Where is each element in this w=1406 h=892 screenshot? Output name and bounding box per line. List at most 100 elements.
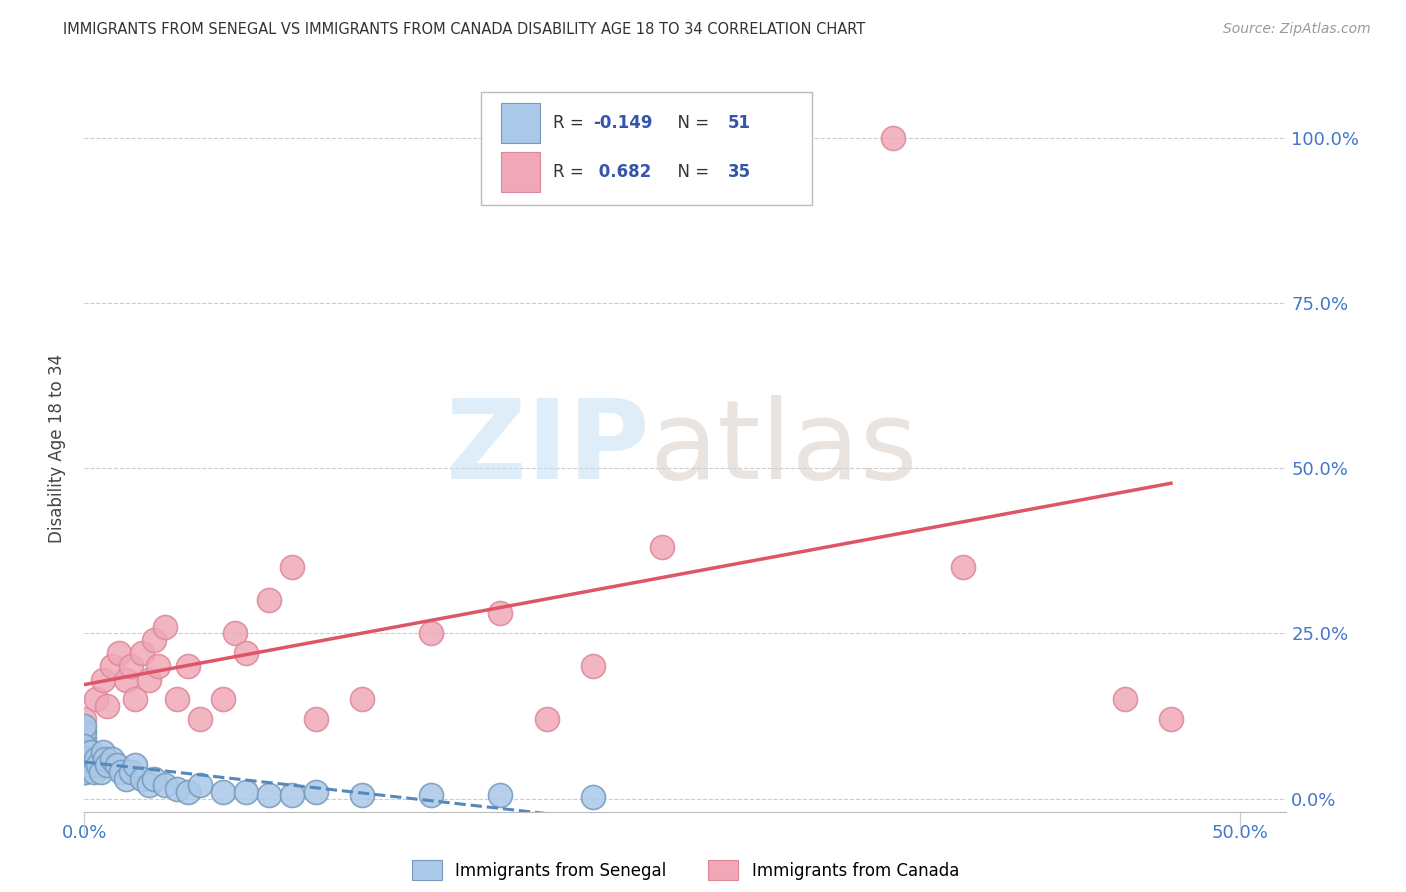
- Point: [96, 698, 118, 713]
- Point: [105, 758, 128, 772]
- Point: [188, 712, 211, 726]
- Point: [212, 692, 235, 706]
- Point: [101, 659, 124, 673]
- Text: -0.149: -0.149: [593, 114, 652, 132]
- Text: 35: 35: [727, 163, 751, 181]
- Point: [91, 745, 114, 759]
- Point: [304, 785, 326, 799]
- Point: [73, 725, 96, 739]
- Point: [155, 778, 177, 792]
- Point: [952, 560, 974, 574]
- Text: IMMIGRANTS FROM SENEGAL VS IMMIGRANTS FROM CANADA DISABILITY AGE 18 TO 34 CORREL: IMMIGRANTS FROM SENEGAL VS IMMIGRANTS FR…: [63, 22, 866, 37]
- Point: [882, 130, 904, 145]
- Point: [489, 788, 512, 802]
- Point: [96, 758, 118, 772]
- Point: [350, 692, 373, 706]
- Point: [131, 772, 153, 786]
- Point: [115, 673, 138, 687]
- Point: [73, 739, 96, 753]
- Point: [73, 752, 96, 766]
- FancyBboxPatch shape: [481, 92, 811, 204]
- Text: N =: N =: [668, 163, 714, 181]
- Point: [124, 692, 146, 706]
- Text: Source: ZipAtlas.com: Source: ZipAtlas.com: [1223, 22, 1371, 37]
- Point: [73, 765, 96, 780]
- Point: [766, 130, 789, 145]
- Point: [108, 646, 131, 660]
- Point: [94, 752, 117, 766]
- Text: 0.682: 0.682: [593, 163, 651, 181]
- Text: ZIP: ZIP: [446, 395, 650, 501]
- Point: [235, 785, 257, 799]
- Point: [73, 745, 96, 759]
- FancyBboxPatch shape: [502, 152, 540, 192]
- Point: [73, 739, 96, 753]
- Point: [304, 712, 326, 726]
- Point: [90, 765, 112, 780]
- Point: [138, 778, 160, 792]
- Point: [224, 626, 246, 640]
- Point: [281, 788, 304, 802]
- Point: [131, 646, 153, 660]
- Point: [1160, 712, 1182, 726]
- Point: [212, 785, 235, 799]
- Point: [536, 712, 558, 726]
- Point: [259, 788, 281, 802]
- Point: [87, 758, 110, 772]
- Point: [73, 758, 96, 772]
- Point: [148, 659, 170, 673]
- Point: [101, 752, 124, 766]
- Point: [73, 752, 96, 766]
- Point: [142, 632, 165, 647]
- Point: [83, 765, 105, 780]
- Point: [489, 607, 512, 621]
- Text: N =: N =: [668, 114, 714, 132]
- Point: [73, 758, 96, 772]
- Point: [177, 659, 200, 673]
- Point: [142, 772, 165, 786]
- Text: R =: R =: [553, 114, 589, 132]
- Point: [73, 765, 96, 780]
- Legend: Immigrants from Senegal, Immigrants from Canada: Immigrants from Senegal, Immigrants from…: [405, 854, 966, 887]
- Point: [166, 692, 188, 706]
- Point: [138, 673, 160, 687]
- Point: [73, 719, 96, 733]
- Point: [73, 752, 96, 766]
- Point: [235, 646, 257, 660]
- Point: [91, 673, 114, 687]
- Point: [259, 593, 281, 607]
- Text: atlas: atlas: [650, 395, 918, 501]
- Point: [155, 620, 177, 634]
- Point: [73, 758, 96, 772]
- Point: [120, 659, 142, 673]
- Point: [120, 765, 142, 780]
- Point: [77, 758, 100, 772]
- Point: [177, 785, 200, 799]
- Point: [124, 758, 146, 772]
- Point: [73, 752, 96, 766]
- Text: 51: 51: [727, 114, 751, 132]
- Point: [582, 659, 605, 673]
- FancyBboxPatch shape: [502, 103, 540, 144]
- Point: [115, 772, 138, 786]
- Point: [166, 781, 188, 796]
- Point: [84, 692, 107, 706]
- Point: [350, 788, 373, 802]
- Point: [73, 712, 96, 726]
- Point: [188, 778, 211, 792]
- Point: [1114, 692, 1136, 706]
- Point: [73, 739, 96, 753]
- Point: [73, 731, 96, 746]
- Point: [84, 752, 107, 766]
- Point: [281, 560, 304, 574]
- Point: [420, 626, 443, 640]
- Point: [110, 765, 132, 780]
- Point: [73, 765, 96, 780]
- Point: [582, 790, 605, 805]
- Point: [80, 745, 103, 759]
- Text: R =: R =: [553, 163, 589, 181]
- Point: [651, 541, 673, 555]
- Y-axis label: Disability Age 18 to 34: Disability Age 18 to 34: [48, 353, 66, 543]
- Point: [420, 788, 443, 802]
- Point: [73, 758, 96, 772]
